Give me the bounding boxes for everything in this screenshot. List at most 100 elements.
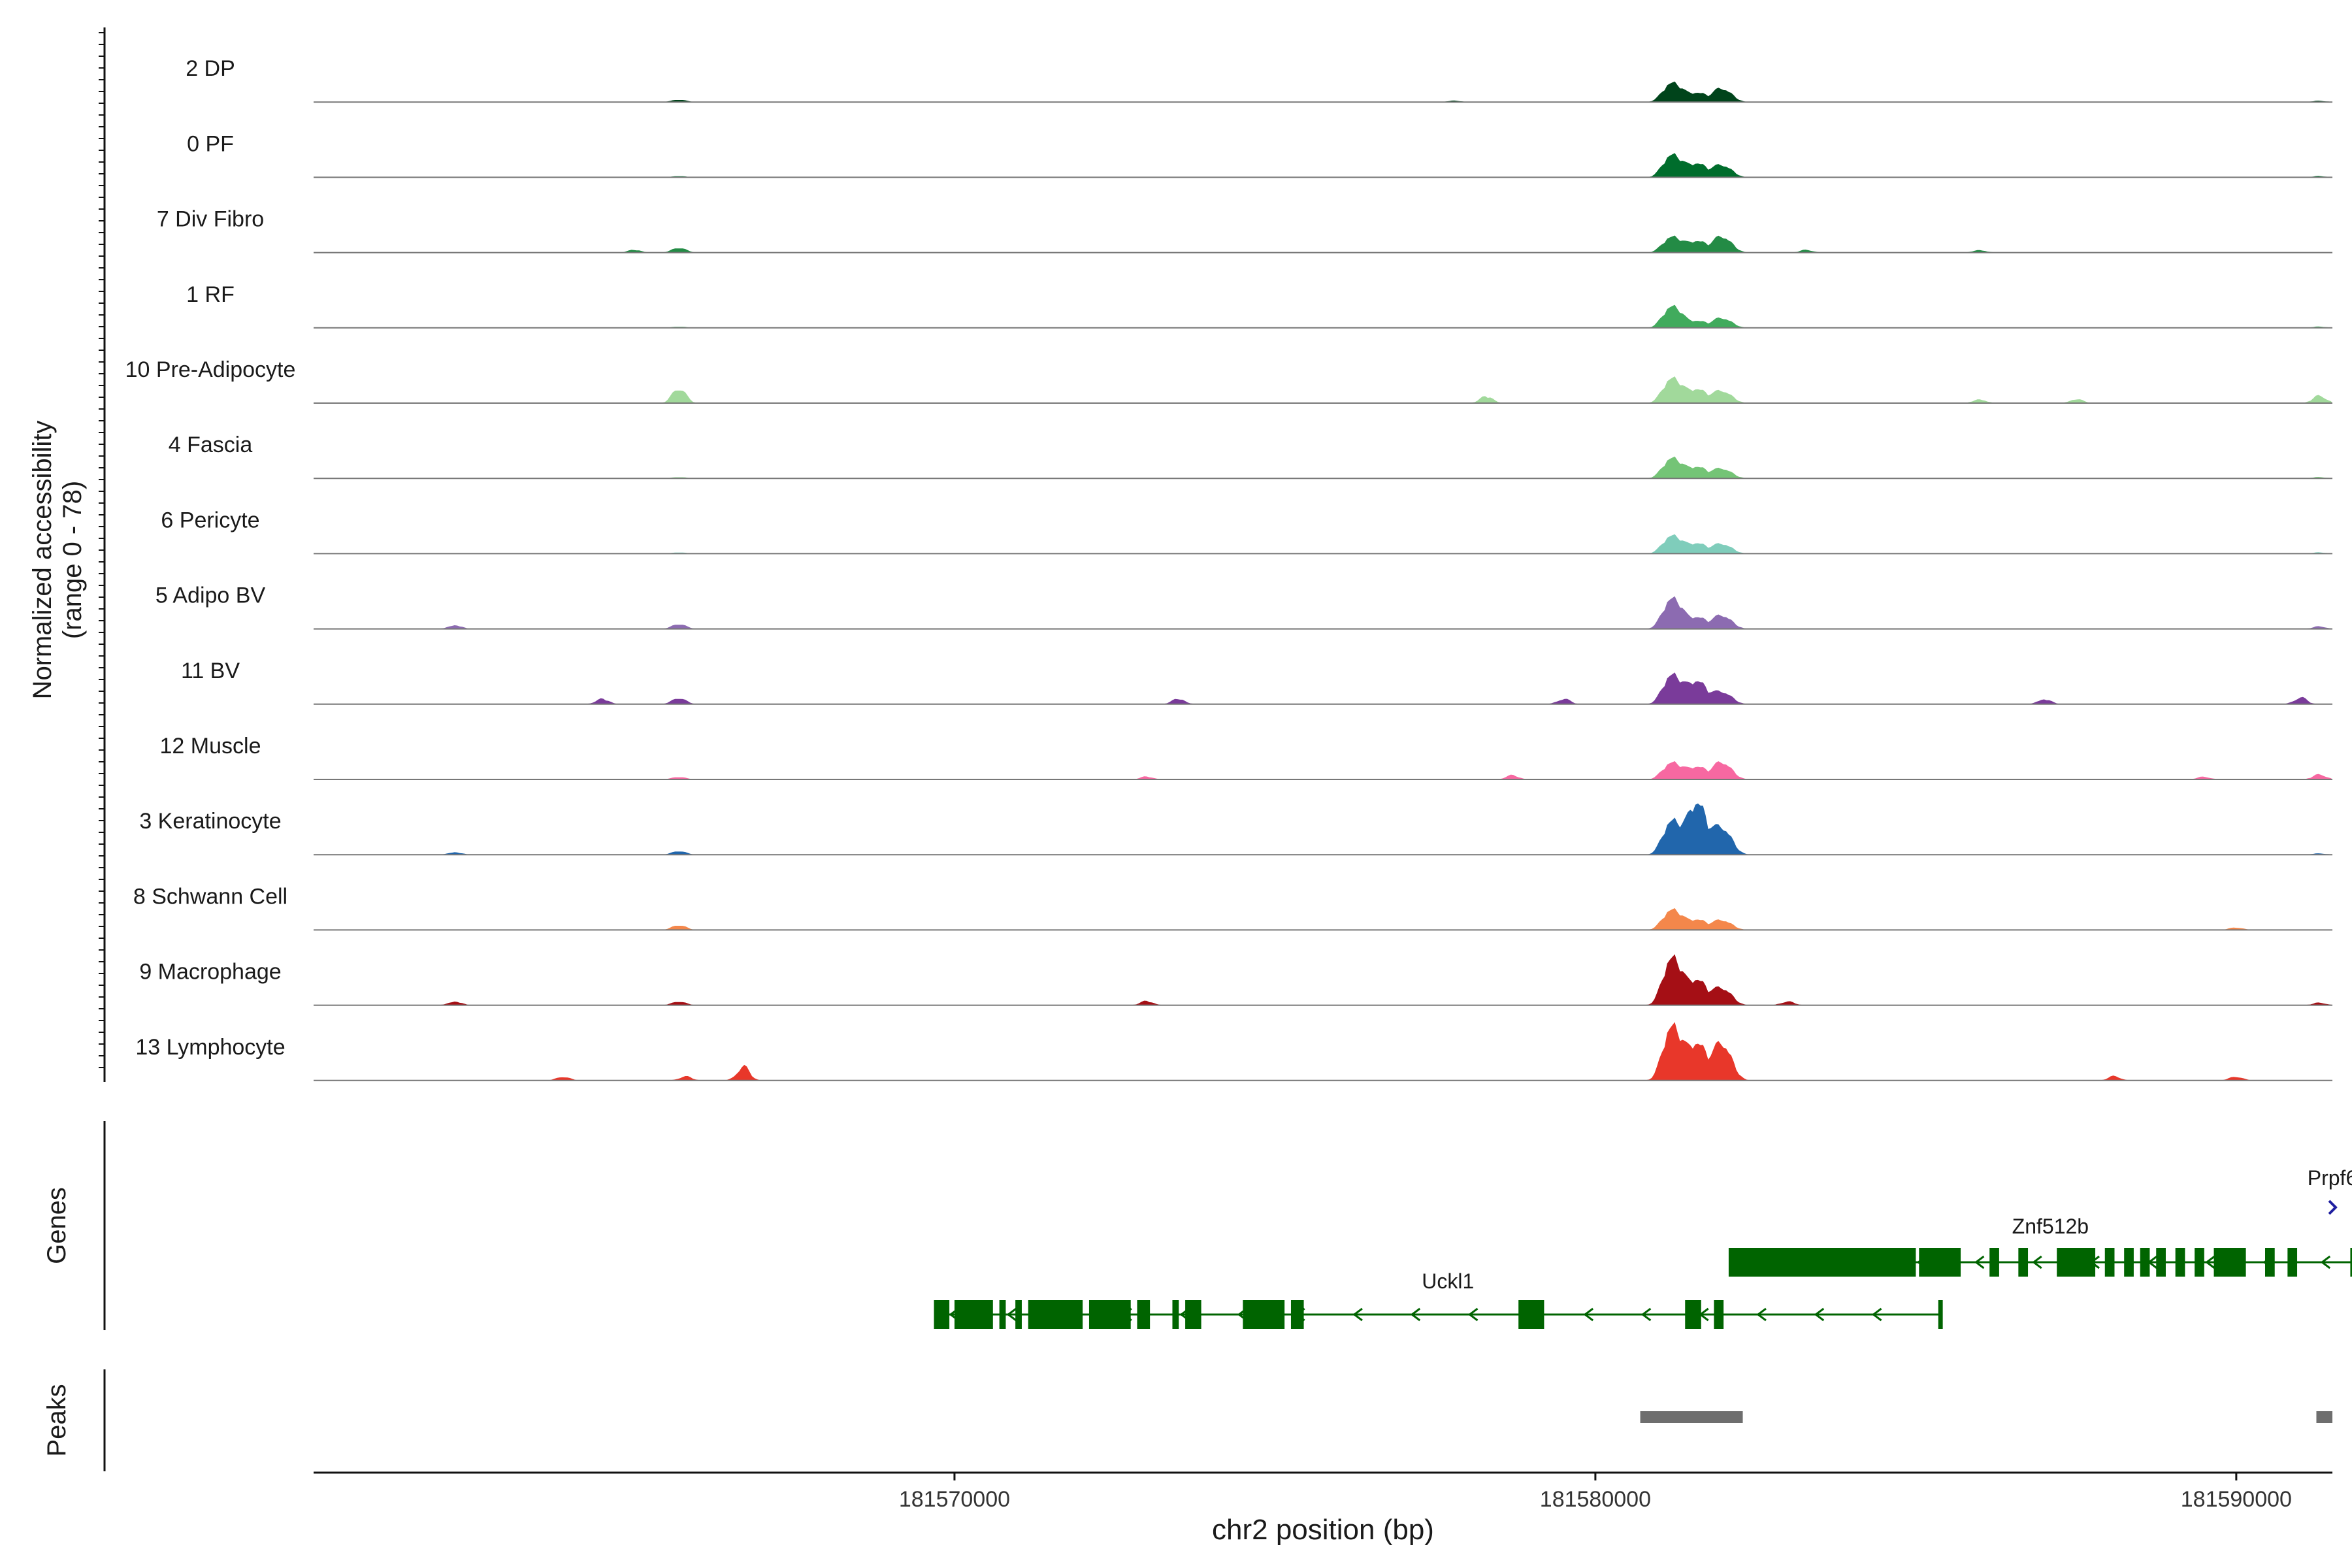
genes-track-label: Genes [42, 1187, 71, 1264]
track-10: 3 Keratinocyte [139, 803, 2332, 856]
strand-chevron [2320, 1255, 2331, 1269]
track-3: 1 RF [186, 282, 2332, 329]
track-area [314, 235, 2332, 253]
track-8: 11 BV [181, 659, 2332, 705]
track-label: 1 RF [186, 282, 235, 307]
exon [2213, 1248, 2246, 1277]
gene-Znf512b: Znf512b [1728, 1215, 2352, 1277]
exon [1714, 1300, 1724, 1329]
strand-chevron [1352, 1307, 1363, 1322]
track-label: 11 BV [181, 659, 240, 683]
exon [2265, 1248, 2275, 1277]
y-axis-range-label: (range 0 - 78) [58, 481, 87, 639]
exon [1015, 1300, 1022, 1329]
exon [1685, 1300, 1701, 1329]
exon [2195, 1248, 2204, 1277]
track-12: 9 Macrophage [139, 954, 2332, 1006]
exon [1172, 1300, 1179, 1329]
track-5: 4 Fascia [169, 433, 2332, 480]
exon [2175, 1248, 2185, 1277]
exon [1729, 1248, 1916, 1277]
coverage-tracks: 2 DP 0 PF 7 Div Fibro 1 RF 10 Pre-Adipocyte 4… [125, 56, 2332, 1081]
strand-chevron [1583, 1307, 1593, 1322]
gene-label: Prpf6 [2308, 1166, 2352, 1190]
track-area [314, 153, 2332, 178]
track-label: 6 Pericyte [161, 508, 259, 532]
track-label: 4 Fascia [169, 433, 253, 457]
track-label: 3 Keratinocyte [139, 809, 281, 834]
exon [935, 1300, 950, 1329]
gene-label: Znf512b [2012, 1215, 2089, 1238]
strand-chevron [2032, 1255, 2042, 1269]
strand-chevron [1410, 1307, 1421, 1322]
peak-region [1640, 1411, 1743, 1423]
track-area [314, 908, 2332, 930]
exon [1290, 1300, 1304, 1329]
gene-track: Znf512b Uckl1 Prpf6 [934, 1166, 2352, 1329]
x-tick-label: 181570000 [899, 1487, 1010, 1512]
track-area [314, 803, 2332, 855]
exon [1243, 1300, 1285, 1329]
peak-region [2316, 1411, 2332, 1423]
track-area [314, 456, 2332, 479]
track-label: 2 DP [186, 56, 235, 81]
track-area [314, 376, 2332, 403]
gene-label: Uckl1 [1422, 1269, 1474, 1293]
exon [1989, 1248, 1999, 1277]
strand-chevron [1468, 1307, 1478, 1322]
strand-chevron [1006, 1307, 1017, 1322]
exon [1919, 1248, 1961, 1277]
track-0: 2 DP [186, 56, 2332, 103]
strand-chevron [1872, 1307, 1882, 1322]
track-7: 5 Adipo BV [155, 583, 2332, 630]
exon [1028, 1300, 1083, 1329]
x-tick-label: 181580000 [1540, 1487, 1651, 1512]
exon [1938, 1300, 1942, 1329]
exon [954, 1300, 993, 1329]
x-axis-label: chr2 position (bp) [1212, 1514, 1434, 1546]
strand-chevron [1974, 1255, 1985, 1269]
track-label: 7 Div Fibro [157, 207, 264, 232]
gene-Prpf6: Prpf6 [2308, 1166, 2352, 1215]
track-label: 10 Pre-Adipocyte [125, 357, 296, 382]
track-13: 13 Lymphocyte [135, 1022, 2332, 1081]
strand-chevron [1756, 1307, 1767, 1322]
exon [2156, 1248, 2166, 1277]
track-label: 9 Macrophage [139, 960, 281, 985]
track-area [314, 304, 2332, 328]
exon [1137, 1300, 1151, 1329]
track-9: 12 Muscle [160, 734, 2332, 780]
exon [2287, 1248, 2298, 1277]
exon [999, 1300, 1006, 1329]
track-area [314, 534, 2332, 554]
track-label: 13 Lymphocyte [135, 1035, 285, 1060]
peaks-track-label: Peaks [42, 1384, 71, 1456]
exon [2057, 1248, 2096, 1277]
track-area [314, 596, 2332, 629]
strand-chevron [1641, 1307, 1652, 1322]
track-label: 8 Schwann Cell [133, 884, 287, 909]
track-label: 12 Muscle [160, 734, 261, 759]
coverage-y-ticks [99, 32, 105, 1068]
strand-chevron [2205, 1255, 2215, 1269]
exon [1518, 1300, 1544, 1329]
exon [2018, 1248, 2029, 1277]
track-area [314, 1022, 2332, 1081]
track-1: 0 PF [187, 131, 2332, 178]
exon [2140, 1248, 2150, 1277]
exon [1185, 1300, 1201, 1329]
y-axis-label: Normalized accessibility [28, 421, 57, 700]
track-4: 10 Pre-Adipocyte [125, 357, 2332, 404]
track-area [314, 81, 2332, 103]
gene-strand-marker [2328, 1200, 2338, 1215]
peak-track [1640, 1411, 2332, 1423]
track-label: 5 Adipo BV [155, 583, 266, 608]
x-axis-ticks: 181570000 181580000 181590000 [899, 1473, 2292, 1512]
exon [1088, 1300, 1131, 1329]
track-area [314, 761, 2332, 779]
strand-chevron [1814, 1307, 1825, 1322]
track-area [314, 672, 2332, 704]
track-2: 7 Div Fibro [157, 207, 2332, 253]
track-label: 0 PF [187, 131, 234, 156]
